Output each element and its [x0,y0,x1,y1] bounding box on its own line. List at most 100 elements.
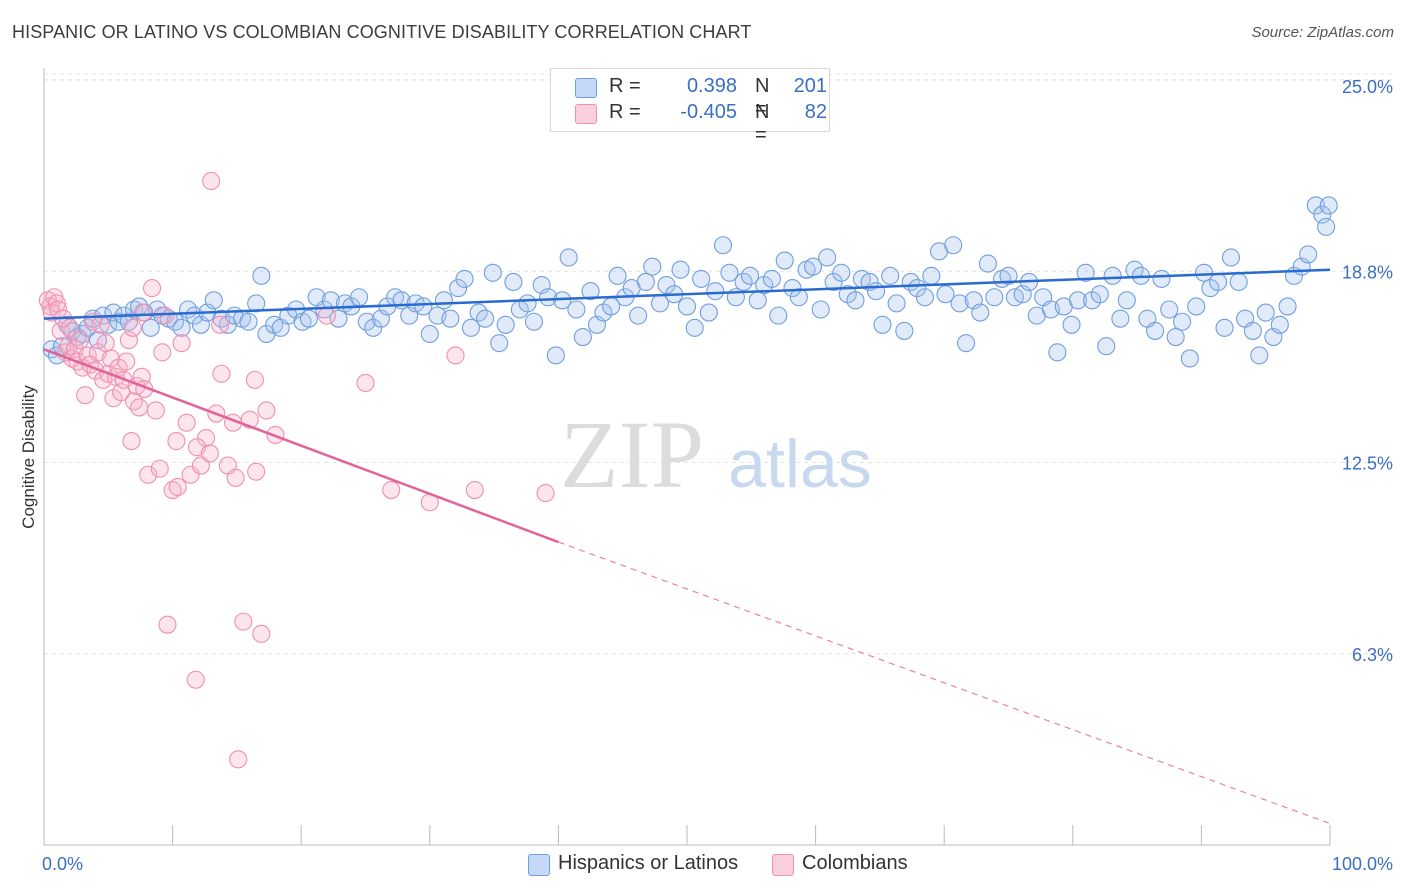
hispanic-point [567,300,586,319]
colombian-point [139,465,158,484]
hispanic-point [524,312,544,331]
hispanic-point [1068,291,1087,310]
colombian-point [117,352,136,371]
legend-n-label: N = [755,75,770,120]
hispanic-point [247,294,266,313]
hispanic-point [1146,321,1165,340]
hispanic-point [985,288,1004,307]
hispanic-point [1166,327,1185,347]
hispanic-point [1062,315,1081,334]
colombian-point [382,480,401,500]
colombian-point [168,477,187,497]
x-tick-label: 0.0% [42,854,83,874]
hispanic-point [490,334,509,353]
hispanic-point [1270,315,1289,334]
legend-r-label: R = [609,75,641,97]
hispanic-point [720,263,739,282]
hispanic-point [204,291,223,310]
hispanic-point [978,254,997,273]
hispanic-point [957,334,976,353]
hispanic-point [1152,269,1171,288]
watermark-zip: ZIP [560,401,704,508]
hispanic-point [740,266,760,285]
hispanic-point [364,318,383,337]
colombian-point [181,465,200,484]
hispanic-point [636,272,655,292]
colombian-point [186,670,205,689]
hispanic-point [496,315,515,334]
legend-n-label: N = [755,101,770,146]
hispanic-point [657,275,676,295]
hispanic-point [539,288,558,307]
hispanic-point [1048,343,1067,362]
hispanic-point [1229,272,1248,292]
hispanic-point [748,291,767,310]
legend-n-value: 201 [793,75,827,97]
hispanic-point [950,294,969,313]
colombian-point [317,306,336,325]
colombian-point [47,294,66,313]
colombian-point [70,331,90,350]
colombian-point [91,315,110,334]
chart-title: HISPANIC OR LATINO VS COLOMBIAN COGNITIV… [12,22,752,42]
colombian-point [446,346,465,365]
legend-swatch-colombian [575,104,597,124]
hispanic-point [420,324,439,344]
hispanic-point [441,309,460,328]
y-tick-label: 18.8% [1342,262,1393,282]
hispanic-point [832,263,851,282]
colombian-trend-extension [558,541,1331,825]
hispanic-point [1221,248,1241,267]
x-tick-label: 100.0% [1332,854,1393,874]
colombian-point [252,624,271,643]
colombian-point [130,398,149,417]
colombian-point [60,318,79,337]
hispanic-point [671,260,690,279]
colombian-point [158,615,177,634]
hispanic-point [299,309,318,328]
colombian-trend-line [43,348,559,544]
hispanic-point [461,318,481,337]
hispanic-point [1306,196,1325,215]
colombian-point [122,432,141,451]
colombian-point [153,343,172,362]
colombian-point [96,334,115,353]
hispanic-point [329,309,348,328]
hispanic-point [677,297,697,316]
axis-labels: 6.3% 12.5% 18.8% 25.0% 0.0% 100.0% Cognitive D… [19,77,1393,874]
hispanic-point [881,266,900,285]
colombian-point [465,480,484,500]
colombian-point [163,480,182,500]
hispanic-point [922,266,941,285]
watermark: ZIP atlas [560,401,872,508]
hispanic-point [518,294,537,313]
hispanic-point [476,309,495,328]
bottom-legend-swatch-colombian [772,854,794,876]
colombian-point [146,401,165,420]
colombian-point [191,456,210,475]
colombian-point [226,468,245,487]
hispanic-point [1117,291,1136,310]
legend-r-value: -0.405 [680,101,737,123]
colombian-point [177,413,196,432]
hispanic-point [1194,263,1214,282]
watermark-atlas: atlas [728,426,872,502]
y-axis-label: Cognitive Disability [19,385,38,529]
hispanic-point [685,318,704,337]
hispanic-point [873,315,892,334]
trend-lines [43,268,1331,825]
hispanic-point [866,282,886,301]
hispanic-point [1111,309,1130,328]
colombian-point [257,401,276,420]
colombian-point [123,318,142,337]
colombian-point [247,462,266,481]
legend-r-label: R = [609,101,641,123]
hispanic-point [1097,337,1116,356]
hispanic-point [1160,300,1179,319]
colombian-point [133,303,153,322]
hispanic-point [1076,263,1095,282]
hispanic-point [824,272,843,292]
hispanic-point [629,306,648,325]
hispanic-point [1317,217,1336,236]
hispanic-point [944,236,963,255]
